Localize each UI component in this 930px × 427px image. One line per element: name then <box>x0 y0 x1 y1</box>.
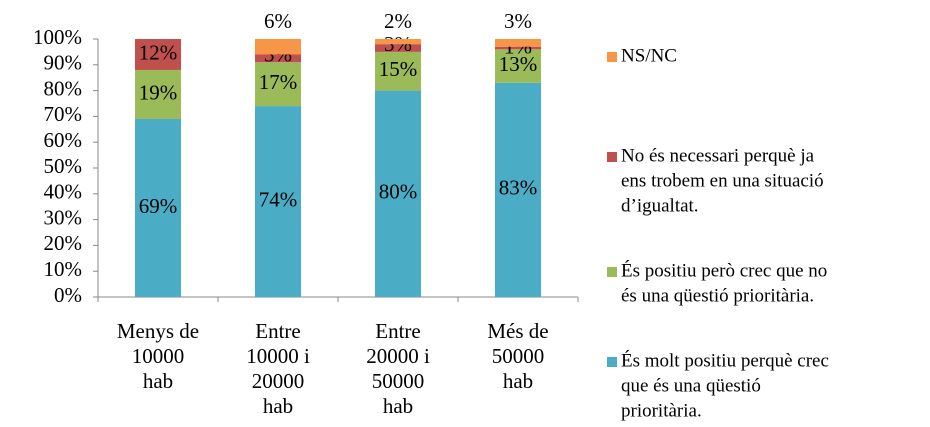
data-label: 3% <box>504 9 532 33</box>
x-tick-label: 20000 <box>252 369 305 393</box>
x-tick-label: Entre <box>255 319 300 343</box>
bar-segment <box>135 39 181 70</box>
bar-segment <box>375 51 421 91</box>
legend-label: prioritària. <box>621 400 702 421</box>
y-tick-label: 20% <box>44 231 83 255</box>
legend-swatch <box>607 357 617 367</box>
legend-label: ens trobem en una situació <box>621 170 824 191</box>
bar-segment <box>255 54 301 63</box>
legend-label: NS/NC <box>621 45 677 66</box>
data-label: 12% <box>139 40 178 64</box>
bar-segment <box>375 44 421 52</box>
y-tick-label: 50% <box>44 154 83 178</box>
bar-segment <box>255 39 301 55</box>
y-tick-label: 0% <box>54 283 82 307</box>
bar-segment <box>495 39 541 47</box>
data-label: 83% <box>499 176 538 200</box>
x-tick-label: Menys de <box>117 319 199 343</box>
legend-label: que és una qüestió <box>621 375 761 396</box>
y-tick-label: 80% <box>44 76 83 100</box>
x-tick-label: hab <box>383 394 413 418</box>
data-label: 15% <box>379 57 418 81</box>
y-tick-label: 90% <box>44 51 83 75</box>
x-tick-label: 50000 <box>372 369 425 393</box>
data-label: 74% <box>259 187 298 211</box>
legend-swatch <box>607 52 617 62</box>
legend-swatch <box>607 267 617 277</box>
y-tick-label: 40% <box>44 180 83 204</box>
bar-segment <box>255 62 301 107</box>
x-tick-label: hab <box>143 369 173 393</box>
legend-label: És positiu però crec que no <box>621 259 827 281</box>
y-tick-label: 60% <box>44 128 83 152</box>
bar-segment <box>495 82 541 297</box>
x-tick-label: hab <box>263 394 293 418</box>
x-tick-label: 50000 <box>492 344 545 368</box>
legend-swatch <box>607 152 617 162</box>
bar-segment <box>375 39 421 45</box>
bar-segment <box>495 49 541 83</box>
x-tick-label: 20000 i <box>366 344 430 368</box>
y-tick-label: 30% <box>44 205 83 229</box>
legend-label: És molt positiu perquè crec <box>621 349 829 371</box>
bar-segment <box>135 69 181 119</box>
x-tick-label: 10000 i <box>246 344 310 368</box>
data-label: 69% <box>139 194 178 218</box>
x-tick-label: Més de <box>487 319 548 343</box>
data-label: 17% <box>259 70 298 94</box>
y-tick-label: 100% <box>33 25 82 49</box>
data-label: 6% <box>264 9 292 33</box>
x-tick-label: hab <box>503 369 533 393</box>
legend-label: és una qüestió prioritària. <box>621 285 814 306</box>
bar-segment <box>495 46 541 50</box>
data-label: 13% <box>499 52 538 76</box>
bar-segment <box>255 106 301 297</box>
x-tick-label: 10000 <box>132 344 185 368</box>
data-label: 19% <box>139 80 178 104</box>
data-label: 80% <box>379 180 418 204</box>
data-label: 2% <box>384 9 412 33</box>
y-tick-label: 70% <box>44 102 83 126</box>
y-tick-label: 10% <box>44 257 83 281</box>
x-tick-label: Entre <box>375 319 420 343</box>
bar-segment <box>375 90 421 297</box>
legend-label: No és necessari perquè ja <box>621 145 815 166</box>
legend-label: d’igualtat. <box>621 195 699 216</box>
bar-segment <box>135 118 181 297</box>
